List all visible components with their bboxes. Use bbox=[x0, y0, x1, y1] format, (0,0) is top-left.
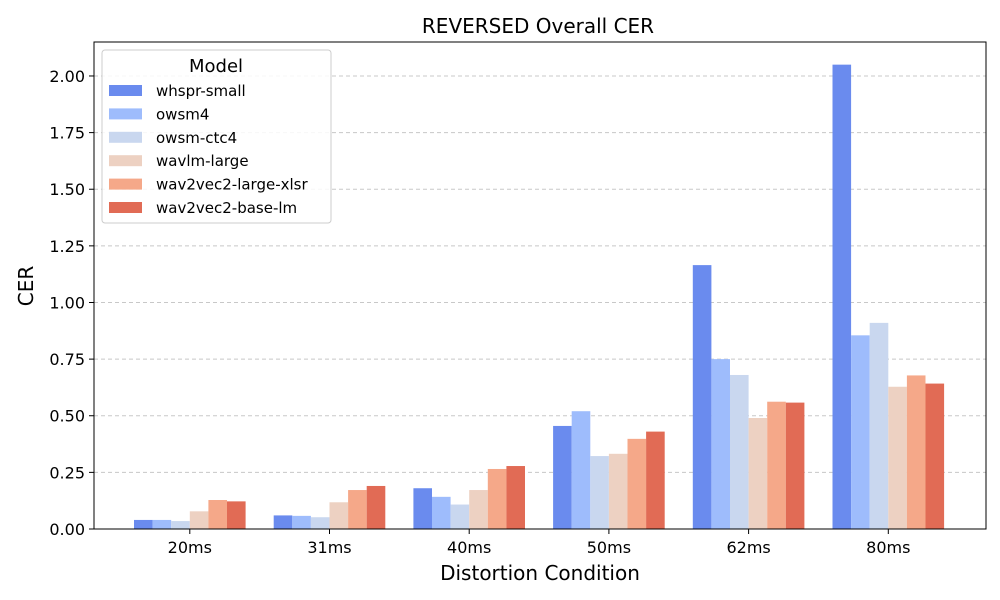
bar bbox=[571, 411, 591, 529]
bar bbox=[553, 425, 572, 529]
y-tick-label: 2.00 bbox=[49, 67, 85, 86]
legend-entry: whspr-small bbox=[156, 82, 246, 100]
y-tick-label: 1.75 bbox=[49, 124, 85, 143]
bar bbox=[469, 490, 488, 529]
y-tick-label: 0.75 bbox=[49, 350, 85, 369]
bar bbox=[310, 517, 330, 529]
bar bbox=[608, 453, 628, 529]
bar bbox=[906, 375, 926, 529]
y-axis-ticks: 0.00 0.25 0.50 0.75 1.00 1.25 1.50 1.75 2.00 bbox=[49, 67, 94, 539]
bar bbox=[273, 515, 293, 529]
bar bbox=[646, 431, 665, 529]
bar bbox=[888, 386, 907, 529]
bar bbox=[627, 438, 647, 529]
bar bbox=[785, 402, 805, 529]
legend-swatch bbox=[109, 178, 142, 190]
bar bbox=[506, 466, 525, 529]
y-axis-label: CER bbox=[14, 266, 38, 307]
legend-swatch bbox=[109, 202, 142, 213]
x-axis-label: Distortion Condition bbox=[440, 561, 640, 585]
bar bbox=[227, 501, 246, 529]
bar bbox=[329, 502, 349, 529]
bar bbox=[171, 521, 190, 529]
x-axis-ticks: 20ms 31ms 40ms 50ms 62ms 80ms bbox=[168, 529, 910, 557]
bar bbox=[487, 468, 507, 529]
legend-swatch bbox=[109, 85, 142, 96]
bar bbox=[711, 359, 730, 529]
y-tick-label: 1.50 bbox=[49, 180, 85, 199]
y-tick-label: 0.25 bbox=[49, 463, 85, 482]
bar bbox=[730, 374, 749, 529]
bar bbox=[832, 64, 852, 530]
bar bbox=[590, 456, 609, 529]
x-tick-label: 80ms bbox=[866, 538, 910, 557]
y-tick-label: 0.50 bbox=[49, 407, 85, 426]
bar bbox=[767, 401, 786, 529]
y-tick-label: 0.00 bbox=[49, 520, 85, 539]
bar bbox=[748, 418, 768, 529]
legend-entry: owsm4 bbox=[156, 105, 209, 123]
chart-title: REVERSED Overall CER bbox=[422, 14, 654, 38]
bar bbox=[851, 335, 870, 529]
x-tick-label: 40ms bbox=[447, 538, 491, 557]
bar bbox=[413, 488, 432, 529]
legend-title: Model bbox=[189, 56, 243, 77]
bar bbox=[348, 490, 367, 529]
plot-frame bbox=[93, 41, 987, 530]
bar bbox=[134, 519, 153, 529]
x-tick-label: 50ms bbox=[587, 538, 631, 557]
legend-items: whspr-small owsm4 owsm-ctc4 wavlm-large wav2… bbox=[109, 82, 308, 217]
bar bbox=[925, 383, 945, 529]
bar bbox=[432, 496, 451, 529]
bar bbox=[692, 265, 712, 529]
legend-box bbox=[101, 49, 332, 224]
x-tick-label: 31ms bbox=[307, 538, 351, 557]
bar bbox=[366, 485, 386, 529]
legend-entry: wav2vec2-base-lm bbox=[156, 199, 297, 217]
y-tick-label: 1.25 bbox=[49, 237, 85, 256]
x-tick-label: 62ms bbox=[726, 538, 770, 557]
bar bbox=[450, 504, 470, 529]
legend-entry: wav2vec2-large-xlsr bbox=[156, 176, 308, 194]
legend: Model whspr-small owsm4 owsm-ctc4 wavlm-lar… bbox=[101, 49, 332, 224]
x-tick-label: 20ms bbox=[168, 538, 212, 557]
legend-swatch bbox=[109, 131, 142, 143]
bar bbox=[189, 511, 209, 529]
y-tick-label: 1.00 bbox=[49, 293, 85, 312]
bar bbox=[208, 500, 227, 529]
bars bbox=[134, 64, 945, 530]
bar bbox=[152, 519, 172, 529]
legend-entry: owsm-ctc4 bbox=[156, 129, 237, 147]
legend-swatch bbox=[109, 155, 142, 167]
legend-swatch bbox=[109, 108, 142, 120]
bar bbox=[292, 515, 311, 529]
legend-entry: wavlm-large bbox=[156, 152, 249, 170]
bar bbox=[869, 322, 889, 529]
